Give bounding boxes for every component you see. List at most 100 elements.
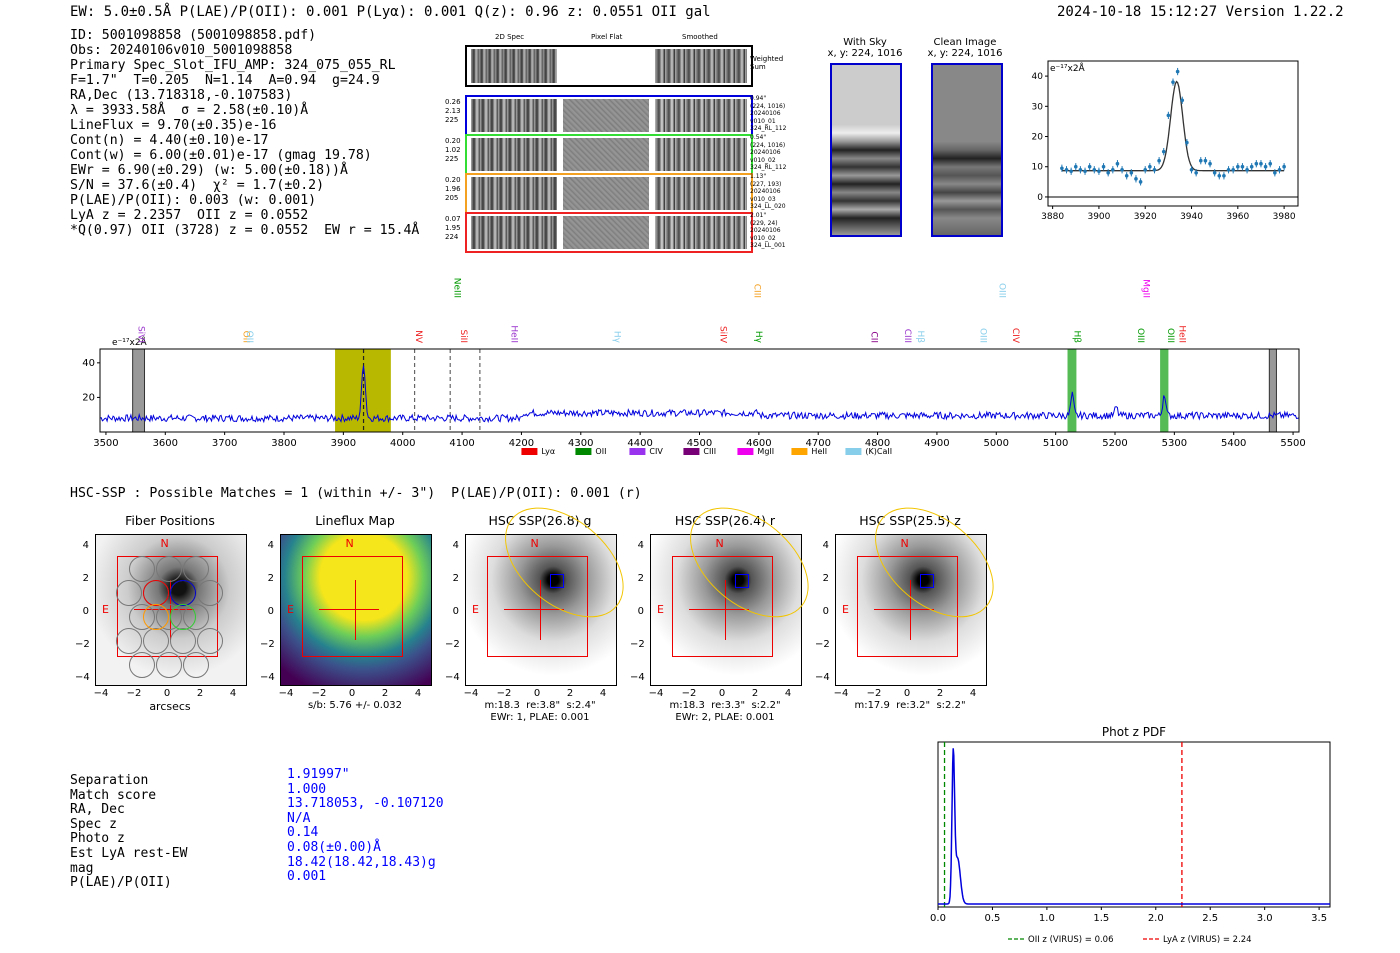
line-match-band <box>1160 349 1169 432</box>
with-sky-title: With Sky x, y: 224, 1016 <box>827 37 903 59</box>
line-marker-label: OIII <box>1165 328 1175 343</box>
crosshair-h <box>688 608 749 610</box>
xtick-label: 5000 <box>984 438 1009 449</box>
xtick-label: 0.0 <box>930 913 946 924</box>
legend-label: (K)CaII <box>865 447 892 456</box>
info-line: Cont(n) = 4.40(±0.10)e-17 <box>70 133 269 148</box>
xtick-label: 0 <box>533 688 541 699</box>
col-label-pixel-flat: Pixel Flat <box>591 33 623 41</box>
line-marker-label: CIV <box>1010 328 1020 344</box>
xtick-label: 4 <box>784 688 792 699</box>
cutout-left-value: 0.20 <box>445 176 461 184</box>
cutout-left-value: 0.07 <box>445 215 461 223</box>
match-value: 1.000 <box>287 781 327 797</box>
fiber-circle <box>156 652 182 678</box>
legend-swatch <box>791 448 808 455</box>
ytick-label: 40 <box>82 358 95 369</box>
crosshair-v <box>354 580 356 640</box>
ytick-label: 20 <box>1032 133 1044 143</box>
cutout-left-value: 205 <box>445 194 459 202</box>
xtick-label: 4700 <box>805 438 830 449</box>
match-key: Separation <box>70 773 149 788</box>
match-value: 0.08(±0.00)Å <box>287 839 381 855</box>
highlighted-fiber <box>142 580 169 606</box>
aperture-box <box>487 556 588 657</box>
east-label: E <box>287 602 294 616</box>
xtick-label: −2 <box>311 688 327 699</box>
cutout-left-value: 225 <box>445 116 459 124</box>
cutout-right-value: (227, 193) <box>750 180 782 188</box>
line-fit-chart: e⁻¹⁷x2Å 0 10 20 30 40 3880 3900 3920 3940 3960 3980 <box>1032 60 1299 222</box>
ytick-label: 4 <box>822 540 829 551</box>
match-key: mag <box>70 860 94 876</box>
info-line: Primary Spec_Slot_IFU_AMP: 324_075_055_R… <box>70 58 396 73</box>
line-marker-label: NV <box>413 330 423 344</box>
fit-point <box>1143 167 1148 172</box>
line-marker-label: CIII <box>752 284 762 298</box>
xtick-label: 3.0 <box>1257 913 1273 924</box>
xtick-label: 3600 <box>153 438 178 449</box>
line-marker-label: SiIV <box>717 326 727 344</box>
crosshair-h <box>873 608 934 610</box>
xtick-label: 2 <box>381 688 389 699</box>
cutout-row-right-label: 2.01" (229, 24) 20240106 v010_02 324_LL_001 <box>750 212 790 250</box>
match-key: Est LyA rest-EW <box>70 845 188 861</box>
match-key: Photo z <box>70 831 125 847</box>
legend-swatch <box>737 448 754 455</box>
xtick-label: 4 <box>414 688 422 699</box>
info-line: EWr = 6.90(±0.29) (w: 5.00(±0.18))Å <box>70 163 348 178</box>
ytick-label: 2 <box>637 573 644 584</box>
cutout-right-value: v010_03 <box>750 195 776 203</box>
fit-point <box>1208 161 1212 166</box>
cutout-row <box>465 95 753 136</box>
xtick-label: −4 <box>833 688 849 699</box>
fit-point <box>1092 167 1097 172</box>
xtick-label: 0 <box>718 688 726 699</box>
xtick-label: 4 <box>969 688 977 699</box>
line-marker-label: NeIII <box>451 278 461 298</box>
match-key: Spec z <box>70 816 117 832</box>
fiber-circle <box>156 556 182 582</box>
hsc-match-summary: HSC-SSP : Possible Matches = 1 (within +… <box>70 486 642 501</box>
cutout-row <box>465 212 753 253</box>
match-value: 0.14 <box>287 825 319 841</box>
fit-point <box>1106 170 1110 175</box>
crosshair-h <box>503 608 564 610</box>
match-value: 13.718053, -0.107120 <box>287 796 444 812</box>
ytick-label: 2 <box>267 573 274 584</box>
cutout-row-left-label: 0.26 2.13 225 <box>445 98 465 125</box>
line-marker-label: HeII <box>1177 325 1187 343</box>
panel-caption-2: EWr: 1, PLAE: 0.001 <box>490 712 590 723</box>
fiber-circle <box>129 556 155 582</box>
panel-caption: s/b: 5.76 +/- 0.032 <box>307 700 403 711</box>
cutout-right-value: 20240106 <box>750 227 781 234</box>
cutout-row-left-label: 0.20 1.02 225 <box>445 137 465 164</box>
ytick-label: −4 <box>260 672 275 683</box>
cutout-right-value: 20240106 <box>750 110 781 117</box>
match-value: N/A <box>287 810 311 826</box>
xtick-label: 3960 <box>1226 212 1249 222</box>
legend-label: CIV <box>649 447 663 456</box>
fit-model-line <box>1061 80 1285 172</box>
info-line: *Q(0.97) OII (3728) z = 0.0552 EW r = 15… <box>70 223 420 238</box>
xtick-label: 4300 <box>568 438 593 449</box>
fit-point <box>1273 170 1277 175</box>
xtick-label: −2 <box>126 688 142 699</box>
line-marker-label: SiVI <box>136 326 146 343</box>
ytick-label: −4 <box>75 672 90 683</box>
ytick-label: 30 <box>1032 102 1044 112</box>
east-label: E <box>657 602 664 616</box>
cutout-right-value: 0.54" <box>750 134 767 141</box>
ytick-label: 0 <box>267 606 274 617</box>
fiber-circle <box>196 628 223 654</box>
ytick-label: −4 <box>815 672 830 683</box>
match-values: 1.91997" 1.000 13.718053, -0.107120 N/A 0.14… <box>287 767 444 885</box>
cutout-left-value: 1.95 <box>445 224 461 232</box>
line-marker-label: OIII <box>977 328 987 343</box>
xtick-label: 2 <box>751 688 759 699</box>
xtick-label: 5200 <box>1102 438 1127 449</box>
east-label: E <box>842 602 849 616</box>
